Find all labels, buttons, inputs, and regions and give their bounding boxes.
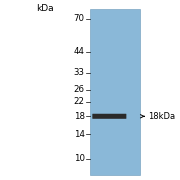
Text: 33: 33: [74, 68, 85, 77]
FancyBboxPatch shape: [92, 114, 126, 119]
Text: 44: 44: [74, 48, 85, 57]
Text: 26: 26: [74, 85, 85, 94]
Text: kDa: kDa: [36, 4, 54, 13]
Text: 70: 70: [74, 14, 85, 23]
Text: 14: 14: [74, 130, 85, 139]
Text: 18kDa: 18kDa: [148, 112, 176, 121]
Bar: [90, 9, 140, 175]
Text: 10: 10: [74, 154, 85, 163]
Text: 22: 22: [74, 97, 85, 106]
Text: 18: 18: [74, 112, 85, 121]
